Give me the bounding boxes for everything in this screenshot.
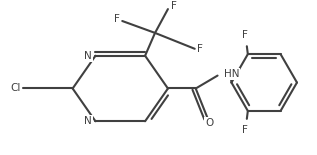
Text: O: O: [205, 118, 214, 128]
Text: F: F: [242, 30, 248, 40]
Text: F: F: [114, 14, 120, 24]
Text: Cl: Cl: [11, 84, 21, 93]
Text: N: N: [84, 51, 92, 61]
Text: F: F: [242, 125, 248, 135]
Text: F: F: [171, 1, 177, 11]
Text: N: N: [84, 116, 92, 126]
Text: F: F: [197, 44, 203, 54]
Text: HN: HN: [223, 69, 239, 79]
